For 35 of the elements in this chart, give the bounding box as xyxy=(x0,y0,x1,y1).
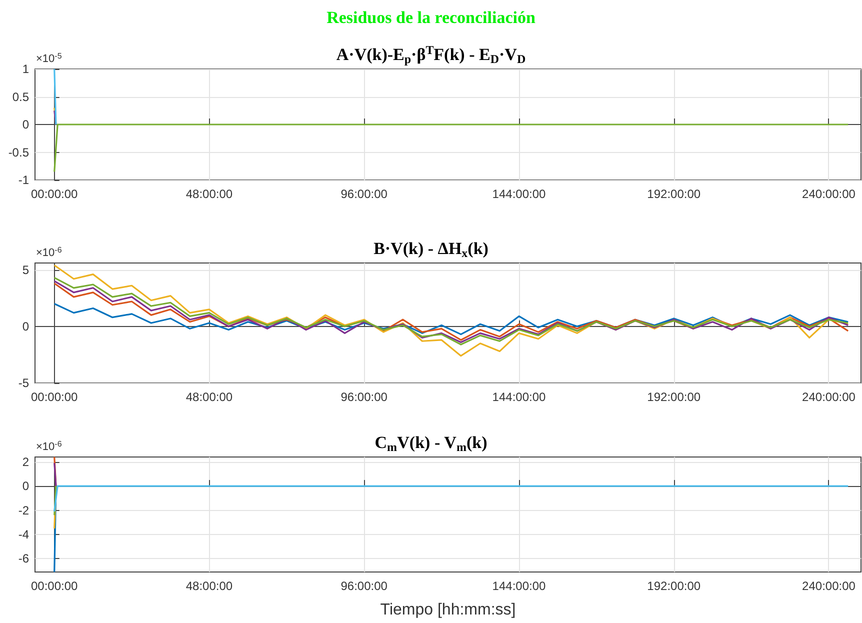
x-tick-label: 240:00:00 xyxy=(802,187,856,201)
x-tick-label: 96:00:00 xyxy=(340,579,388,593)
x-tick-label: 48:00:00 xyxy=(186,187,233,201)
x-tick-label: 00:00:00 xyxy=(31,579,78,593)
y-tick-label: 2 xyxy=(22,454,30,469)
y-tick-label: -4 xyxy=(18,527,30,542)
y-tick-label: -1 xyxy=(18,173,30,187)
x-tick-label: 144:00:00 xyxy=(492,187,546,201)
y-tick-label: -5 xyxy=(18,376,30,390)
x-tick-label: 192:00:00 xyxy=(647,390,701,404)
x-tick-label: 144:00:00 xyxy=(492,579,546,593)
x-tick-label: 240:00:00 xyxy=(802,579,856,593)
x-tick-label: 48:00:00 xyxy=(186,390,233,404)
x-axis-title: Tiempo [hh:mm:ss] xyxy=(380,602,516,618)
line-series xyxy=(54,302,849,336)
y-tick-label: -6 xyxy=(18,552,30,566)
x-tick-label: 48:00:00 xyxy=(186,579,233,593)
x-tick-label: 00:00:00 xyxy=(31,390,78,404)
y-tick-label: 1 xyxy=(22,62,30,76)
x-tick-label: 192:00:00 xyxy=(647,579,701,593)
y-tick-label: 0 xyxy=(22,118,30,132)
y-tick-label: 5 xyxy=(22,262,30,277)
y-tick-label: 0.5 xyxy=(12,90,30,104)
x-tick-label: 240:00:00 xyxy=(802,390,856,404)
x-tick-label: 00:00:00 xyxy=(31,187,78,201)
chart-title: Residuos de la reconciliación xyxy=(326,8,536,27)
y-tick-label: 0 xyxy=(22,479,30,494)
x-tick-label: 192:00:00 xyxy=(647,187,701,201)
x-tick-label: 96:00:00 xyxy=(340,187,388,201)
x-tick-label: 96:00:00 xyxy=(340,390,388,404)
y-tick-label: 0 xyxy=(22,319,30,334)
x-tick-label: 144:00:00 xyxy=(492,390,546,404)
y-tick-label: -0.5 xyxy=(8,145,30,160)
line-series xyxy=(54,264,849,357)
y-tick-label: -2 xyxy=(18,503,30,518)
